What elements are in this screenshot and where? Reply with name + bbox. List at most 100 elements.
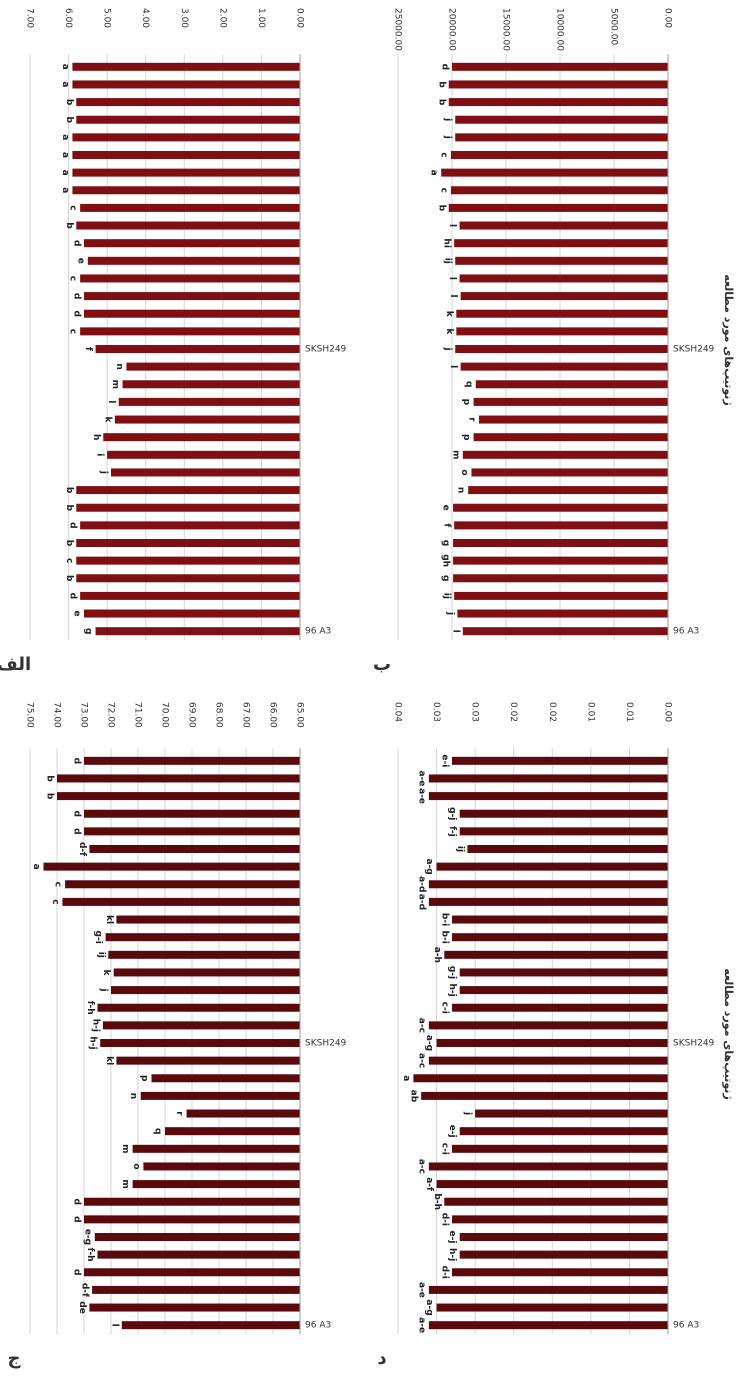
bar <box>80 591 301 600</box>
bar <box>460 362 668 371</box>
bar <box>116 915 301 924</box>
bar <box>80 203 301 212</box>
bar <box>452 1268 668 1277</box>
letter-label: b <box>45 775 55 782</box>
letter-label: p <box>461 399 471 406</box>
bar <box>452 933 668 942</box>
letter-label: d <box>72 828 82 834</box>
bar <box>84 756 300 765</box>
bar <box>43 862 300 871</box>
y-tick-label: 6.00 <box>63 8 73 28</box>
letter-label: a-h <box>432 947 442 963</box>
bar <box>72 80 300 89</box>
bar <box>186 1109 300 1118</box>
bar <box>72 151 300 159</box>
y-tick-label: 67.00 <box>241 702 251 728</box>
letter-label: h-j <box>88 1036 98 1049</box>
bar <box>428 774 668 783</box>
x-tick-label: 96 A3 <box>305 1321 331 1331</box>
panel-label: ب <box>373 654 391 675</box>
bar <box>132 1144 300 1153</box>
letter-label: ab <box>409 1090 419 1103</box>
bar <box>72 133 300 142</box>
letter-label: ij <box>96 952 106 958</box>
bar <box>84 239 300 248</box>
bar <box>97 1250 300 1259</box>
bar <box>452 1003 668 1012</box>
letter-label: e-g <box>82 1229 92 1245</box>
bar <box>428 897 668 906</box>
x-tick-label: 96 A3 <box>305 627 331 637</box>
letter-label: b <box>64 540 74 547</box>
y-tick-label: 66.00 <box>268 702 278 728</box>
letter-label: n <box>128 1093 138 1099</box>
letter-label: b-i <box>440 931 450 944</box>
letter-label: a-c <box>416 1159 426 1174</box>
bar <box>455 345 668 353</box>
letter-label: d <box>72 1199 82 1205</box>
bar <box>428 1162 668 1171</box>
bar <box>436 862 668 871</box>
letter-label: b <box>64 505 74 512</box>
letter-label: d <box>440 64 450 70</box>
panel-label: د <box>377 1348 386 1369</box>
letter-label: h <box>91 434 101 440</box>
letter-label: n <box>114 363 124 369</box>
bar <box>105 933 300 942</box>
letter-label: p <box>139 1075 149 1082</box>
bar <box>89 845 301 853</box>
bar <box>76 221 301 230</box>
bar <box>444 950 668 959</box>
letter-label: b <box>45 793 55 800</box>
bar <box>453 503 668 512</box>
x-tick-label: SKSH249 <box>673 345 715 355</box>
letter-label: j <box>99 988 109 992</box>
letter-label: d <box>72 293 82 299</box>
letter-label: d <box>72 1269 82 1275</box>
letter-label: a-e <box>416 788 426 804</box>
bar <box>84 827 300 836</box>
y-tick-label: 75.00 <box>25 702 35 728</box>
bar <box>459 274 668 283</box>
letter-label: d-f <box>80 1283 90 1297</box>
bar <box>448 203 668 212</box>
bar <box>479 415 668 424</box>
bar <box>456 327 668 336</box>
y-tick-label: 73.00 <box>79 702 89 728</box>
bar <box>428 1285 668 1294</box>
bar <box>95 345 300 353</box>
bar <box>107 450 301 459</box>
letter-label: g-j <box>447 807 457 820</box>
letter-label: c <box>68 276 78 281</box>
letter-label: a <box>60 170 70 176</box>
y-tick-label: 5000.00 <box>609 8 619 45</box>
bar <box>116 1056 301 1065</box>
bar <box>76 574 301 583</box>
letter-label: b <box>64 117 74 124</box>
bar <box>459 809 668 818</box>
bar <box>454 591 668 600</box>
letter-label: r <box>467 417 477 422</box>
y-tick-label: 0.01 <box>624 702 634 722</box>
bar <box>111 468 300 477</box>
bar <box>473 397 668 406</box>
bar <box>100 1039 300 1047</box>
letter-label: h-j <box>447 1248 457 1261</box>
bar <box>467 845 668 853</box>
y-tick-label: 69.00 <box>187 702 197 728</box>
bar <box>459 1250 668 1259</box>
letter-label: m <box>450 450 460 459</box>
bar <box>471 468 668 477</box>
bar <box>468 486 668 495</box>
letter-label: f <box>83 347 93 351</box>
x-tick-label: 96 A3 <box>673 627 699 637</box>
bar <box>436 1303 668 1312</box>
bar <box>122 380 300 389</box>
y-tick-label: 0.01 <box>585 702 595 722</box>
letter-label: d <box>68 593 78 599</box>
letter-label: f-j <box>447 826 457 837</box>
letter-label: c <box>438 188 448 193</box>
bar <box>452 756 668 765</box>
y-tick-label: 0.02 <box>508 702 518 722</box>
letter-label: kl <box>104 1056 114 1065</box>
